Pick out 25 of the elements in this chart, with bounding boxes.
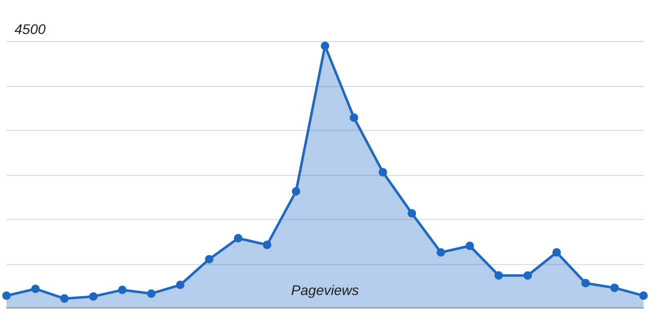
- point: [262, 240, 272, 250]
- point: [320, 42, 330, 50]
- point: [610, 284, 619, 292]
- point: [350, 113, 358, 122]
- point: [176, 280, 184, 290]
- point: [60, 294, 69, 303]
- point: [494, 271, 503, 280]
- point: [118, 286, 127, 294]
- point: [523, 271, 532, 280]
- point: [147, 289, 156, 298]
- point: [639, 291, 648, 300]
- point: [552, 248, 561, 257]
- point: [31, 284, 40, 294]
- point: [234, 234, 242, 243]
- point: [466, 242, 474, 250]
- x-axis-title: Pageviews: [291, 282, 359, 298]
- point: [581, 278, 590, 288]
- point: [436, 248, 446, 257]
- text: 4500: [14, 20, 46, 37]
- point: [292, 187, 300, 196]
- point: [2, 291, 11, 300]
- point: [378, 168, 388, 176]
- point: [408, 209, 416, 218]
- point: [204, 254, 214, 264]
- point: [89, 292, 98, 301]
